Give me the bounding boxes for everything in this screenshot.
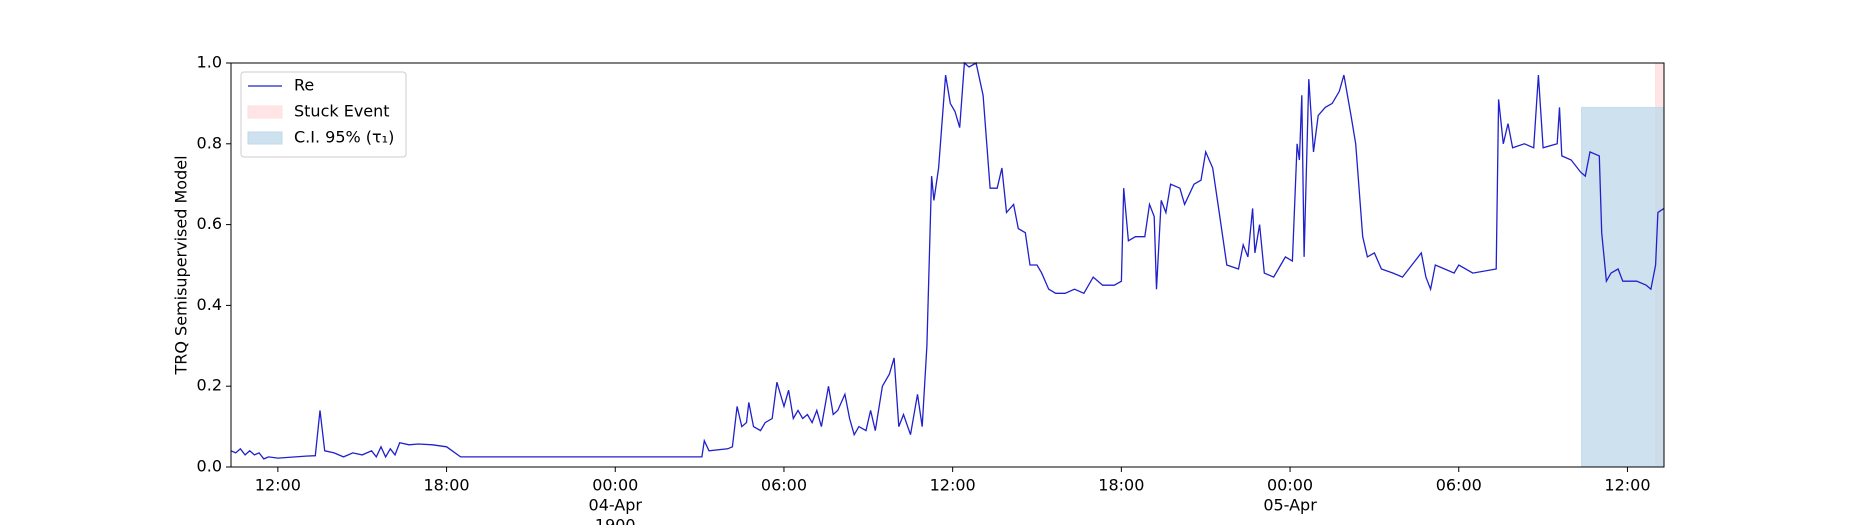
x-tick-label: 05-Apr	[1263, 496, 1317, 515]
legend: Re Stuck Event C.I. 95% (τ₁)	[240, 71, 407, 158]
x-tick-label: 06:00	[761, 476, 807, 495]
x-tick-label: 12:00	[930, 476, 976, 495]
x-tick-label: 00:00	[592, 476, 638, 495]
y-tick-label: 0.0	[197, 457, 222, 476]
x-tick-label: 00:00	[1267, 476, 1313, 495]
x-tick-label: 12:00	[1604, 476, 1650, 495]
x-tick-label: 06:00	[1436, 476, 1482, 495]
y-tick-label: 0.4	[197, 295, 222, 314]
legend-swatch	[247, 131, 283, 145]
x-tick-label: 18:00	[424, 476, 470, 495]
x-tick-label: 04-Apr	[589, 496, 643, 515]
legend-label: Re	[294, 76, 314, 95]
y-tick-label: 0.6	[197, 214, 222, 233]
plot-frame	[230, 62, 1665, 468]
legend-label: Stuck Event	[294, 102, 390, 121]
line	[230, 61, 1665, 460]
y-axis-label: TRQ Semisupervised Model	[172, 155, 191, 375]
x-tick-label: 18:00	[1098, 476, 1144, 495]
x-tick-label: 12:00	[255, 476, 301, 495]
y-tick-label: 0.2	[197, 376, 222, 395]
y-tick-label: 1.0	[197, 53, 222, 72]
y-tick-label: 0.8	[197, 133, 222, 152]
legend-swatch	[247, 105, 283, 119]
x-tick-label: 1900	[595, 516, 636, 525]
legend-label: C.I. 95% (τ₁)	[294, 128, 394, 147]
